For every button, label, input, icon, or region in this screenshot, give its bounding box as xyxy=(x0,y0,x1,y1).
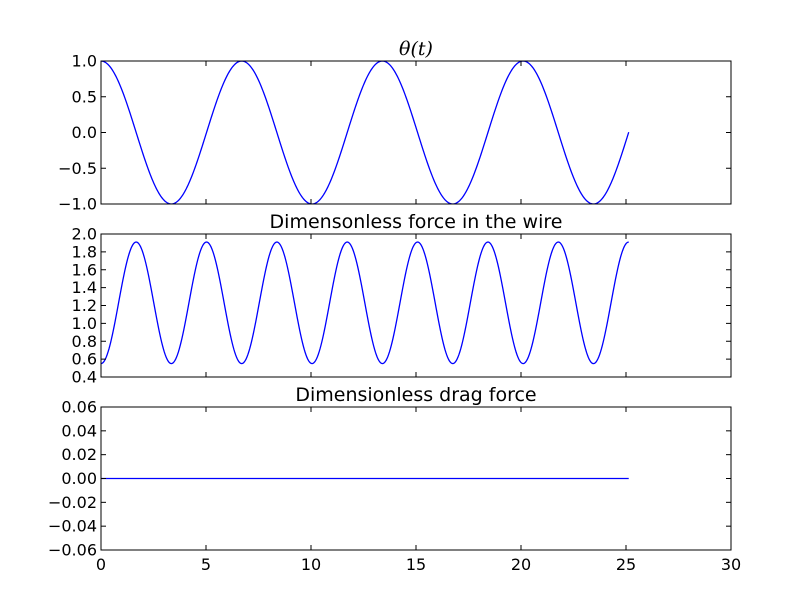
y-tick-label: 0.5 xyxy=(72,87,97,106)
chart-title-3: Dimensionless drag force xyxy=(295,384,536,406)
x-tick-label: 5 xyxy=(201,555,211,574)
chart-title-1: θ(t) xyxy=(399,38,433,60)
axes-frame-2 xyxy=(100,233,732,378)
x-tick-label: 30 xyxy=(721,555,741,574)
y-tick-label: 1.6 xyxy=(72,260,97,279)
y-tick-label: 1.0 xyxy=(72,314,97,333)
axes-frame-1 xyxy=(100,60,732,205)
y-tick-label: 1.8 xyxy=(72,242,97,261)
y-tick-label: 0.8 xyxy=(72,332,97,351)
x-tick-label: 10 xyxy=(301,555,321,574)
x-tick-label: 25 xyxy=(616,555,636,574)
y-tick-label: −0.04 xyxy=(48,517,97,536)
y-tick-label: 0.06 xyxy=(61,398,97,417)
y-tick-label: −1.0 xyxy=(58,195,97,214)
chart-title-2: Dimensonless force in the wire xyxy=(270,211,563,233)
y-tick-label: 1.0 xyxy=(72,52,97,71)
x-tick-label: 0 xyxy=(96,555,106,574)
y-tick-label: −0.5 xyxy=(58,159,97,178)
chart-panel-1: 1.0 0.5 0.0 −0.5 −1.0 θ(t) xyxy=(58,38,732,214)
y-tick-label: 0.4 xyxy=(72,368,97,387)
y-tick-label: 1.2 xyxy=(72,296,97,315)
y-tick-label: 0.0 xyxy=(72,123,97,142)
y-tick-label: 2.0 xyxy=(72,225,97,244)
chart-panel-3: 0.06 0.04 0.02 0.00 −0.02 −0.04 −0.060 5 10 15 20 2… xyxy=(48,384,741,574)
y-tick-label: −0.06 xyxy=(48,541,97,560)
x-tick-label: 15 xyxy=(406,555,426,574)
series-line-2-1 xyxy=(101,241,629,365)
y-tick-label: 0.04 xyxy=(61,421,97,440)
y-tick-label: 0.00 xyxy=(61,469,97,488)
x-tick-label: 20 xyxy=(511,555,531,574)
y-tick-label: 0.02 xyxy=(61,445,97,464)
y-tick-label: −0.02 xyxy=(48,493,97,512)
y-tick-label: 0.6 xyxy=(72,350,97,369)
y-tick-label: 1.4 xyxy=(72,278,97,297)
chart-panel-2: 2.01.81.61.41.21.00.80.60.4 Dimensonless … xyxy=(72,211,732,387)
series-line-1-1 xyxy=(101,61,630,204)
